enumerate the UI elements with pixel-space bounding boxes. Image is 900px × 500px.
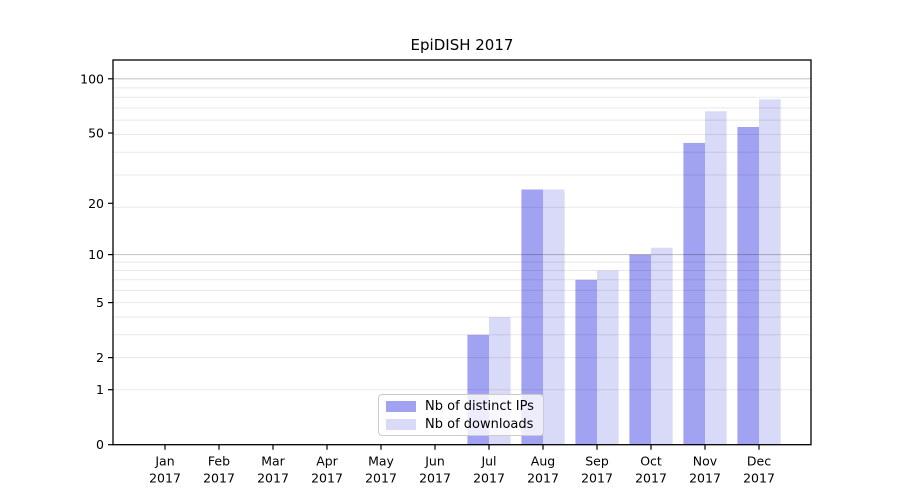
- y-tick-label-0: 0: [96, 437, 104, 452]
- bar-downloads-sep-2017: [597, 270, 619, 445]
- x-tick-label-jan-2017: Jan 2017: [149, 454, 181, 486]
- bar-downloads-dec-2017: [759, 99, 781, 445]
- x-tick-label-dec-2017: Dec 2017: [743, 454, 775, 486]
- y-tick-label-5: 5: [96, 295, 104, 310]
- bar-downloads-oct-2017: [651, 247, 673, 445]
- x-tick-label-feb-2017: Feb 2017: [203, 454, 235, 486]
- bar-downloads-aug-2017: [543, 189, 565, 445]
- bar-distinct-ips-aug-2017: [521, 189, 543, 445]
- y-axis: 0 1 2 5 10 20 50 100: [80, 71, 113, 452]
- y-tick-label-1: 1: [96, 382, 104, 397]
- y-tick-label-50: 50: [88, 126, 104, 141]
- bars-layer: [467, 99, 781, 445]
- x-tick-label-oct-2017: Oct 2017: [635, 454, 667, 486]
- y-tick-label-2: 2: [96, 350, 104, 365]
- bar-downloads-nov-2017: [705, 111, 727, 445]
- x-tick-label-jul-2017: Jul 2017: [473, 454, 505, 486]
- bar-distinct-ips-nov-2017: [683, 142, 705, 445]
- gridlines-layer: [113, 78, 811, 391]
- x-tick-label-apr-2017: Apr 2017: [311, 454, 343, 486]
- plot-frame: [112, 59, 812, 446]
- legend-swatch-downloads: [386, 418, 416, 430]
- legend-label-distinct-ips: Nb of distinct IPs: [425, 398, 534, 414]
- bar-distinct-ips-oct-2017: [629, 254, 651, 445]
- x-axis: Jan 2017 Feb 2017 Mar 2017 Apr 2017 May 2017 Jun 20…: [149, 444, 775, 486]
- y-tick-label-10: 10: [88, 247, 104, 262]
- y-tick-label-20: 20: [88, 196, 104, 211]
- legend-swatch-distinct-ips: [386, 400, 416, 412]
- bar-distinct-ips-sep-2017: [575, 279, 597, 445]
- x-tick-label-jun-2017: Jun 2017: [419, 454, 451, 486]
- legend-item-distinct-ips: Nb of distinct IPs: [386, 399, 537, 414]
- chart-title: EpiDISH 2017: [410, 36, 514, 54]
- legend: Nb of distinct IPs Nb of downloads: [378, 394, 544, 436]
- x-tick-label-may-2017: May 2017: [365, 454, 397, 486]
- x-tick-label-sep-2017: Sep 2017: [581, 454, 613, 486]
- legend-item-downloads: Nb of downloads: [386, 417, 537, 432]
- x-tick-label-aug-2017: Aug 2017: [527, 454, 559, 486]
- x-tick-label-mar-2017: Mar 2017: [257, 454, 289, 486]
- legend-label-downloads: Nb of downloads: [425, 416, 534, 432]
- y-tick-label-100: 100: [80, 71, 104, 86]
- x-tick-label-nov-2017: Nov 2017: [689, 454, 721, 486]
- bar-distinct-ips-dec-2017: [737, 127, 759, 445]
